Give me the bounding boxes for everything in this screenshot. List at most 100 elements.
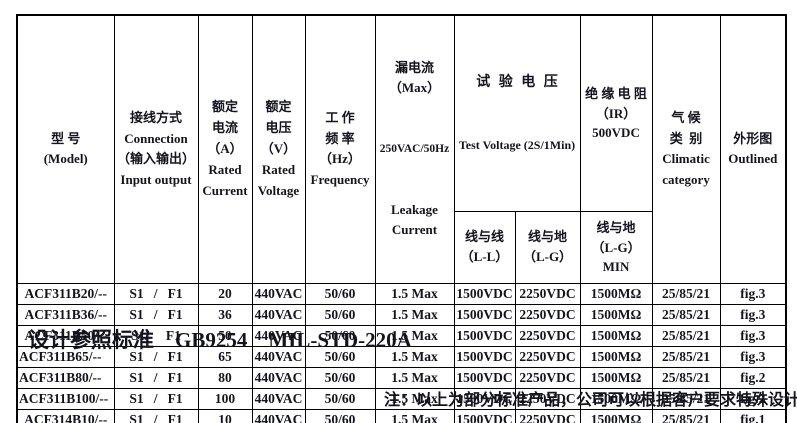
col-header-rated-current: 额定 电流 （A） Rated Current bbox=[197, 14, 253, 284]
cell-connection: S1 / F1 bbox=[113, 408, 199, 423]
leakage-condition-label: 250VAC/50Hz bbox=[379, 142, 450, 155]
cell-test-ll: 1500VDC bbox=[453, 303, 516, 326]
header-row-1: 型 号 (Model) 接线方式 Connection （输入输出） Input… bbox=[16, 14, 787, 284]
table-row: ACF314B10/-- S1 / F1 10 440VAC 50/60 1.5… bbox=[16, 408, 787, 423]
cell-voltage: 440VAC bbox=[251, 366, 306, 389]
cell-connection: S1 / F1 bbox=[113, 366, 199, 389]
col-header-insulation-min: 线与地 （L-G） MIN bbox=[579, 210, 653, 284]
cell-leakage: 1.5 Max bbox=[374, 324, 455, 347]
cell-current: 10 bbox=[197, 408, 253, 423]
cell-test-lg: 2250VDC bbox=[514, 282, 581, 305]
cell-voltage: 440VAC bbox=[251, 282, 306, 305]
col-header-frequency: 工 作 频 率 （Hz） Frequency bbox=[304, 14, 376, 284]
cell-climatic: 25/85/21 bbox=[651, 303, 721, 326]
cell-frequency: 50/60 bbox=[304, 282, 376, 305]
table-row: ACF311B65/-- S1 / F1 65 440VAC 50/60 1.5… bbox=[16, 345, 787, 368]
cell-frequency: 50/60 bbox=[304, 303, 376, 326]
leakage-en-label: Leakage Current bbox=[391, 201, 438, 238]
cell-model: ACF314B10/-- bbox=[16, 408, 115, 423]
cell-connection: S1 / F1 bbox=[113, 303, 199, 326]
cell-voltage: 440VAC bbox=[251, 408, 306, 423]
cell-leakage: 1.5 Max bbox=[374, 387, 455, 410]
cell-current: 80 bbox=[197, 366, 253, 389]
cell-test-lg: 2250VDC bbox=[514, 387, 581, 410]
cell-model: ACF311B100/-- bbox=[16, 387, 115, 410]
table-row: ACF311B50/-- S1/ F1 50 440VAC 50/60 1.5 … bbox=[16, 324, 787, 347]
col-header-line-ground: 线与地 （L-G） bbox=[514, 210, 581, 284]
cell-test-ll: 1500VDC bbox=[453, 387, 516, 410]
cell-leakage: 1.5 Max bbox=[374, 408, 455, 423]
design-standards-line: 设计参照标准 GB9254 MIL-STD-220A bbox=[28, 328, 412, 352]
footnote: 注：以上为部分标准产品，公司可以根据客户要求特殊设计 bbox=[384, 392, 797, 409]
cell-outlined: fig.2 bbox=[719, 387, 787, 410]
cell-voltage: 440VAC bbox=[251, 387, 306, 410]
cell-frequency: 50/60 bbox=[304, 387, 376, 410]
cell-model: ACF311B20/-- bbox=[16, 282, 115, 305]
col-header-leakage: 漏电流 （Max） 250VAC/50Hz Leakage Current bbox=[374, 14, 455, 284]
cell-ir: 1500MΩ bbox=[579, 345, 653, 368]
cell-leakage: 1.5 Max bbox=[374, 366, 455, 389]
cell-ir: 1500MΩ bbox=[579, 387, 653, 410]
col-header-test-voltage: 试 验 电 压 Test Voltage (2S/1Min) bbox=[453, 14, 581, 212]
cell-test-lg: 2250VDC bbox=[514, 408, 581, 423]
cell-connection: S1 / F1 bbox=[113, 282, 199, 305]
col-header-model: 型 号 (Model) bbox=[16, 14, 115, 284]
table-body: ACF311B20/-- S1 / F1 20 440VAC 50/60 1.5… bbox=[16, 282, 787, 423]
col-header-climatic: 气 候 类 别 Climatic category bbox=[651, 14, 721, 284]
cell-current: 100 bbox=[197, 387, 253, 410]
cell-climatic: 25/85/21 bbox=[651, 387, 721, 410]
cell-outlined: fig.1 bbox=[719, 408, 787, 423]
cell-voltage: 440VAC bbox=[251, 303, 306, 326]
leakage-zh-label: 漏电流 （Max） bbox=[388, 59, 441, 96]
cell-climatic: 25/85/21 bbox=[651, 345, 721, 368]
cell-connection: S1 / F1 bbox=[113, 345, 199, 368]
cell-ir: 1500MΩ bbox=[579, 324, 653, 347]
cell-frequency: 50/60 bbox=[304, 345, 376, 368]
cell-ir: 1500MΩ bbox=[579, 303, 653, 326]
col-header-line-line: 线与线 （L-L） bbox=[453, 210, 516, 284]
col-header-outlined: 外形图 Outlined bbox=[719, 14, 787, 284]
table-row: ACF311B100/-- S1 / F1 100 440VAC 50/60 1… bbox=[16, 387, 787, 410]
col-header-connection: 接线方式 Connection （输入输出） Input output bbox=[113, 14, 199, 284]
cell-test-ll: 1500VDC bbox=[453, 282, 516, 305]
table-header: 型 号 (Model) 接线方式 Connection （输入输出） Input… bbox=[16, 14, 787, 284]
table-row: ACF311B20/-- S1 / F1 20 440VAC 50/60 1.5… bbox=[16, 282, 787, 305]
cell-outlined: fig.3 bbox=[719, 282, 787, 305]
cell-ir: 1500MΩ bbox=[579, 282, 653, 305]
cell-current: 20 bbox=[197, 282, 253, 305]
cell-leakage: 1.5 Max bbox=[374, 282, 455, 305]
cell-outlined: fig.3 bbox=[719, 324, 787, 347]
cell-test-lg: 2250VDC bbox=[514, 324, 581, 347]
table-row: ACF311B36/-- S1 / F1 36 440VAC 50/60 1.5… bbox=[16, 303, 787, 326]
cell-frequency: 50/60 bbox=[304, 366, 376, 389]
cell-current: 36 bbox=[197, 303, 253, 326]
cell-climatic: 25/85/21 bbox=[651, 408, 721, 423]
header-row-2: 线与线 （L-L） 线与地 （L-G） 线与地 （L-G） MIN bbox=[17, 210, 786, 284]
table-row: ACF311B80/-- S1 / F1 80 440VAC 50/60 1.5… bbox=[16, 366, 787, 389]
col-header-insulation-resistance: 绝 缘 电 阻 （IR） 500VDC bbox=[579, 14, 653, 212]
cell-climatic: 25/85/21 bbox=[651, 282, 721, 305]
cell-connection: S1 / F1 bbox=[113, 387, 199, 410]
cell-frequency: 50/60 bbox=[304, 408, 376, 423]
cell-test-lg: 2250VDC bbox=[514, 303, 581, 326]
cell-voltage: 440VAC bbox=[251, 345, 306, 368]
cell-outlined: fig.3 bbox=[719, 345, 787, 368]
cell-model: ACF311B36/-- bbox=[16, 303, 115, 326]
cell-outlined: fig.3 bbox=[719, 303, 787, 326]
cell-test-lg: 2250VDC bbox=[514, 345, 581, 368]
cell-voltage: 440VAC bbox=[251, 324, 306, 347]
cell-test-ll: 1500VDC bbox=[453, 408, 516, 423]
cell-model: ACF311B50/-- bbox=[16, 324, 115, 347]
cell-climatic: 25/85/21 bbox=[651, 324, 721, 347]
test-voltage-zh-label: 试 验 电 压 bbox=[476, 75, 558, 91]
col-header-rated-voltage: 额定 电压 （V） Rated Voltage bbox=[251, 14, 306, 284]
cell-ir: 1500MΩ bbox=[579, 408, 653, 423]
cell-test-ll: 1500VDC bbox=[453, 345, 516, 368]
spec-table: 型 号 (Model) 接线方式 Connection （输入输出） Input… bbox=[16, 14, 788, 423]
cell-test-ll: 1500VDC bbox=[453, 324, 516, 347]
cell-leakage: 1.5 Max bbox=[374, 303, 455, 326]
cell-model: ACF311B80/-- bbox=[16, 366, 115, 389]
test-voltage-en-label: Test Voltage (2S/1Min) bbox=[458, 138, 576, 153]
cell-ir: 1500MΩ bbox=[579, 366, 653, 389]
